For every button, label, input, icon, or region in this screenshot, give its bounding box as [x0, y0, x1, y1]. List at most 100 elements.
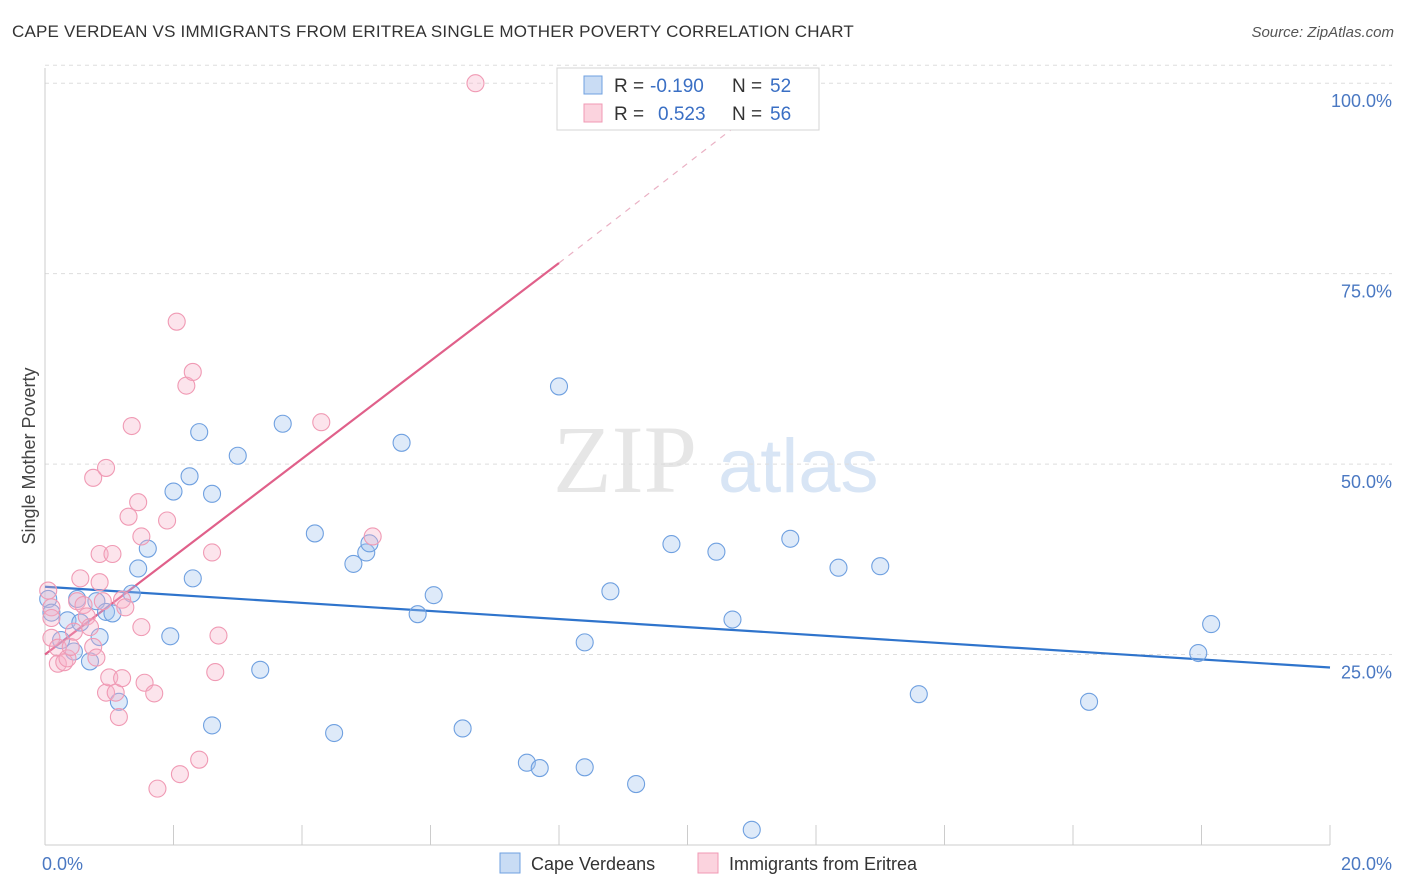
data-point-series-0 [723, 610, 742, 629]
y-tick-label: 50.0% [1341, 472, 1392, 492]
data-point-series-0 [164, 482, 183, 501]
data-point-series-0 [408, 605, 427, 624]
legend-n-value-1: 52 [770, 76, 791, 97]
data-point-series-1 [77, 607, 96, 626]
data-point-series-1 [148, 779, 167, 798]
y-tick-label: 75.0% [1341, 282, 1392, 302]
data-points [39, 74, 1221, 839]
data-point-series-0 [251, 660, 270, 679]
data-point-series-1 [61, 637, 80, 656]
legend-r-value-2: 0.523 [658, 104, 706, 125]
data-point-series-0 [742, 820, 761, 839]
data-point-series-1 [145, 684, 164, 703]
data-point-series-0 [1189, 643, 1208, 663]
data-point-series-1 [71, 569, 90, 588]
data-point-series-1 [42, 628, 61, 647]
data-point-series-1 [84, 637, 103, 656]
data-point-series-0 [161, 627, 180, 646]
legend-n-label-1: N = [732, 76, 762, 97]
watermark-zip: ZIP [553, 406, 697, 513]
data-point-series-1 [109, 707, 128, 727]
trend-line-extension-series-1 [558, 113, 753, 264]
data-point-series-0 [273, 414, 292, 433]
data-point-series-1 [48, 654, 67, 673]
data-point-series-1 [190, 750, 209, 769]
data-point-series-0 [203, 484, 222, 503]
data-point-series-1 [170, 765, 189, 784]
data-point-series-1 [42, 608, 61, 628]
data-point-series-0 [90, 627, 109, 647]
data-point-series-0 [42, 603, 61, 622]
y-axis-label: Single Mother Poverty [19, 367, 39, 544]
data-point-series-1 [312, 413, 331, 432]
data-point-series-1 [122, 416, 141, 436]
gridlines [45, 64, 1392, 656]
data-point-series-1 [84, 468, 103, 487]
data-point-series-1 [93, 592, 112, 611]
series-legend: Cape Verdeans Immigrants from Eritrea [499, 852, 918, 874]
legend-r-label-1: R = [614, 76, 644, 97]
data-point-series-0 [829, 558, 848, 577]
trend-line-series-1 [44, 262, 560, 656]
x-tick-label: 0.0% [42, 854, 83, 874]
data-point-series-0 [129, 559, 148, 578]
data-point-series-1 [132, 527, 151, 546]
data-point-series-1 [100, 668, 119, 687]
data-point-series-0 [190, 423, 209, 442]
bottom-legend-label-cape-verdeans: Cape Verdeans [531, 854, 655, 874]
legend-r-value-1: -0.190 [650, 76, 704, 97]
bottom-legend-label-eritrea: Immigrants from Eritrea [729, 854, 918, 874]
x-tick-label: 20.0% [1341, 854, 1392, 874]
data-point-series-1 [64, 622, 83, 641]
data-point-series-1 [466, 74, 485, 93]
y-tick-label: 25.0% [1341, 663, 1392, 683]
watermark-atlas: atlas [718, 424, 879, 509]
data-point-series-0 [549, 377, 569, 396]
data-point-series-1 [39, 581, 58, 600]
data-point-series-0 [392, 433, 411, 452]
data-point-series-1 [90, 573, 109, 592]
data-point-series-0 [424, 586, 443, 605]
data-point-series-0 [203, 716, 222, 735]
legend-r-label-2: R = [614, 104, 644, 125]
data-point-series-0 [325, 723, 344, 743]
data-point-series-0 [707, 542, 726, 561]
data-point-series-0 [871, 557, 890, 576]
data-point-series-0 [781, 529, 800, 548]
data-point-series-1 [158, 511, 177, 530]
trend-line-series-0 [44, 585, 1331, 669]
data-point-series-1 [96, 458, 116, 477]
data-point-series-0 [183, 569, 202, 588]
legend-swatch-eritrea [583, 103, 603, 123]
data-point-series-1 [58, 649, 77, 668]
data-point-series-1 [42, 598, 61, 617]
legend-swatch-cape-verdeans [583, 75, 603, 95]
data-point-series-1 [203, 543, 222, 562]
data-point-series-0 [96, 602, 116, 621]
data-point-series-0 [575, 758, 594, 777]
data-point-series-1 [74, 595, 93, 615]
data-point-series-0 [453, 719, 472, 738]
data-point-series-1 [116, 598, 135, 617]
chart-title: CAPE VERDEAN VS IMMIGRANTS FROM ERITREA … [12, 22, 855, 41]
data-point-series-1 [363, 527, 382, 546]
data-point-series-1 [87, 648, 106, 667]
data-point-series-1 [119, 507, 138, 526]
trend-lines [44, 113, 1331, 669]
data-point-series-1 [132, 618, 151, 637]
data-point-series-1 [129, 493, 148, 512]
data-point-series-1 [167, 312, 186, 331]
data-point-series-0 [305, 524, 324, 543]
bottom-legend-swatch-eritrea [697, 852, 719, 874]
data-point-series-0 [1080, 692, 1099, 711]
data-point-series-0 [662, 535, 681, 554]
data-point-series-0 [344, 554, 363, 573]
data-point-series-0 [228, 446, 247, 465]
bottom-legend-swatch-cape-verdeans [499, 852, 521, 874]
data-point-series-1 [209, 626, 228, 645]
data-point-series-1 [183, 362, 202, 381]
data-point-series-0 [1202, 615, 1221, 634]
legend-n-label-2: N = [732, 104, 762, 125]
data-point-series-0 [180, 467, 199, 486]
data-point-series-1 [80, 618, 100, 637]
